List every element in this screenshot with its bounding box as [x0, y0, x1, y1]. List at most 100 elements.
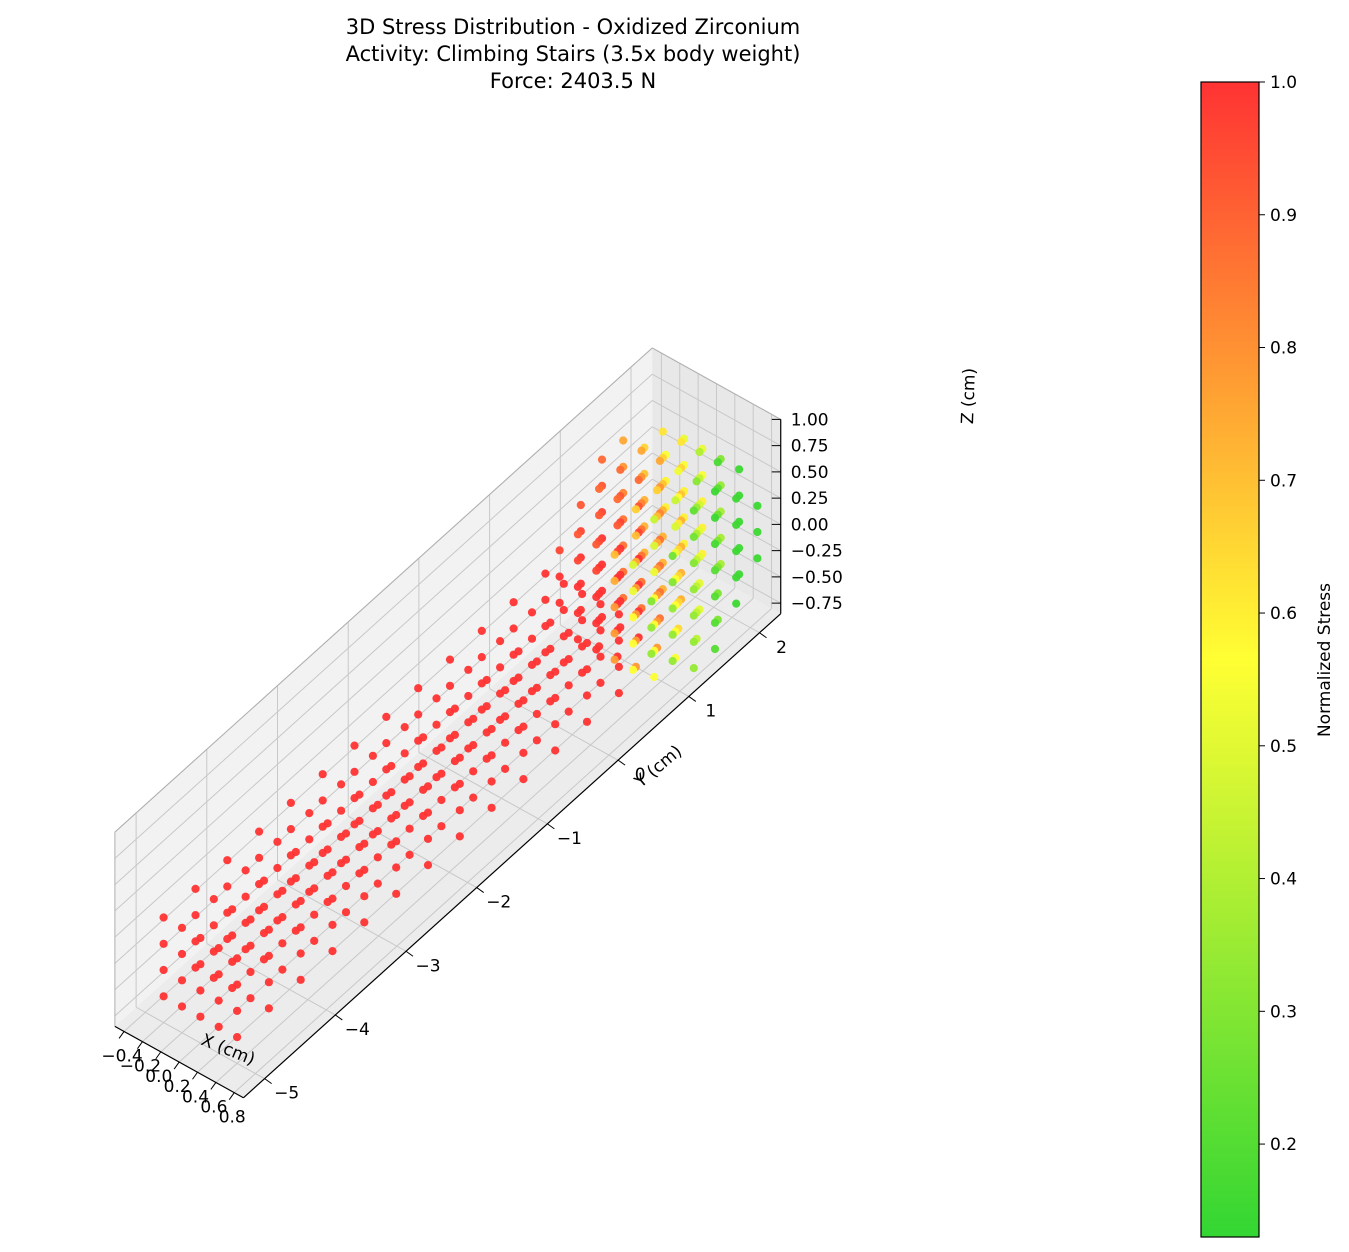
data-point: [496, 663, 505, 672]
data-point: [341, 908, 351, 917]
data-point: [241, 866, 250, 875]
data-point: [400, 723, 409, 732]
data-point: [264, 925, 273, 934]
data-point: [689, 559, 698, 568]
data-point: [278, 886, 287, 895]
data-point: [392, 837, 401, 846]
z-tick-label: 0.25: [791, 489, 829, 509]
data-point: [559, 579, 568, 588]
data-points: [159, 427, 762, 1042]
data-point: [305, 835, 314, 844]
data-point: [519, 748, 528, 758]
data-point: [278, 939, 287, 948]
data-point: [689, 532, 698, 542]
data-point: [414, 710, 423, 719]
data-point: [514, 673, 523, 682]
data-point: [310, 884, 319, 893]
data-point: [689, 611, 698, 620]
data-point: [647, 623, 656, 632]
data-point: [477, 653, 486, 662]
data-point: [246, 915, 255, 924]
axis-lines: −0.4−0.20.00.20.40.60.8 −5 −4 −3 −2 −1 0 1 2 −0.7…: [101, 410, 842, 1127]
data-point: [613, 495, 622, 504]
data-point: [573, 582, 583, 591]
data-point: [360, 918, 369, 927]
y-tick-label: 1: [705, 701, 716, 721]
x-tick-label: 0.2: [164, 1077, 191, 1097]
data-point: [264, 951, 273, 961]
axis-panes: [114, 348, 781, 1098]
data-point: [405, 772, 414, 781]
data-point: [541, 569, 550, 578]
data-point: [732, 547, 741, 556]
data-point: [573, 635, 583, 644]
data-point: [650, 541, 659, 550]
chart-title-line-3: Force: 2403.5 N: [490, 69, 656, 93]
data-point: [482, 675, 491, 685]
data-point: [655, 456, 665, 465]
data-point: [209, 921, 218, 930]
data-point: [732, 520, 741, 530]
grid-line: [197, 587, 736, 1073]
y-tick-label: −4: [345, 1020, 370, 1040]
data-point: [668, 656, 677, 666]
data-point: [286, 798, 295, 808]
data-point: [286, 825, 295, 834]
data-point: [546, 618, 555, 627]
data-point: [527, 608, 537, 617]
data-point: [519, 722, 528, 731]
data-point: [196, 986, 205, 995]
data-point: [610, 576, 619, 586]
data-point: [233, 1033, 242, 1042]
data-point: [296, 896, 305, 906]
data-point: [610, 655, 619, 664]
z-tick-label: −0.25: [791, 542, 843, 562]
data-point: [414, 684, 423, 693]
data-point: [653, 486, 662, 495]
data-point: [318, 770, 327, 779]
data-point: [509, 624, 518, 633]
pane-edge: [114, 347, 653, 833]
y-tick-label: 0: [635, 765, 646, 785]
data-point: [592, 619, 601, 628]
data-point: [710, 487, 720, 496]
data-point: [360, 839, 369, 848]
data-point: [310, 858, 319, 867]
data-point: [564, 681, 573, 690]
y-tick-label: 2: [776, 638, 787, 658]
data-point: [668, 604, 677, 613]
data-point: [674, 467, 683, 476]
data-point: [573, 556, 583, 565]
data-point: [671, 522, 680, 531]
data-point: [477, 626, 486, 636]
data-point: [323, 819, 332, 828]
data-point: [614, 636, 624, 645]
y-tick-mark: [547, 823, 555, 830]
data-point: [373, 800, 382, 809]
data-point: [445, 655, 455, 664]
data-point: [233, 1006, 242, 1016]
data-point: [551, 667, 560, 676]
grid-line: [215, 597, 754, 1083]
data-point: [610, 603, 619, 612]
data-point: [214, 1022, 223, 1031]
data-point: [328, 868, 337, 877]
data-point: [246, 941, 255, 950]
data-point: [469, 793, 478, 802]
data-point: [514, 647, 523, 656]
data-point: [437, 743, 446, 752]
data-point: [532, 657, 542, 666]
data-point: [278, 913, 287, 922]
data-point: [355, 816, 364, 826]
data-point: [455, 832, 464, 841]
data-point: [532, 683, 542, 692]
data-point: [273, 863, 282, 873]
data-point: [732, 573, 741, 582]
grid-line: [114, 452, 653, 938]
data-point: [355, 790, 364, 799]
data-point: [628, 665, 638, 675]
data-point: [423, 808, 433, 817]
data-point: [241, 892, 250, 901]
data-point: [614, 662, 624, 672]
data-point: [400, 749, 409, 758]
